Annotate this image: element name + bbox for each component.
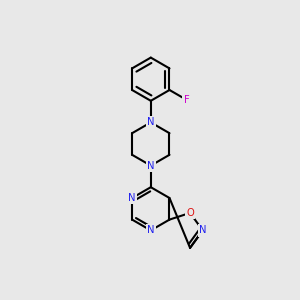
- Text: O: O: [186, 208, 194, 218]
- Text: N: N: [147, 117, 154, 128]
- Text: N: N: [147, 160, 154, 171]
- Text: N: N: [128, 193, 136, 203]
- Text: N: N: [199, 225, 206, 236]
- Text: F: F: [184, 95, 189, 105]
- Text: N: N: [147, 225, 154, 236]
